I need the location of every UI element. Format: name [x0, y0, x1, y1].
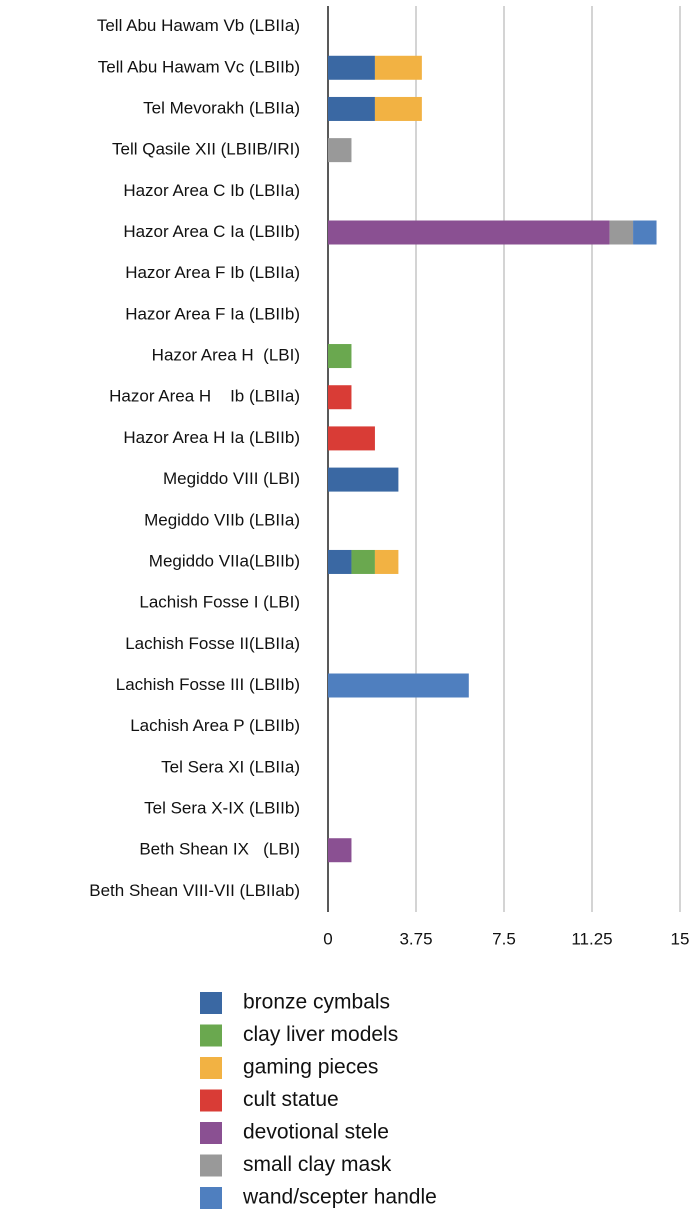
x-tick-label: 11.25 [571, 929, 612, 948]
bar-segment [328, 467, 399, 492]
bar-segment [328, 673, 469, 698]
legend-label: cult statue [243, 1088, 339, 1111]
y-tick-label: Hazor Area C Ia (LBIIb) [123, 222, 300, 241]
bar-segment [328, 426, 375, 451]
bar-segment [328, 220, 610, 245]
legend-swatch [200, 1154, 222, 1177]
bar-segment [609, 220, 634, 245]
y-tick-label: Beth Shean VIII-VII (LBIIab) [89, 881, 300, 900]
legend: bronze cymbals clay liver models gaming pi… [200, 991, 437, 1209]
bar-segment [328, 549, 352, 574]
x-tick-label: 15 [671, 929, 690, 948]
y-tick-label: Hazor Area H Ib (LBIIa) [109, 387, 300, 406]
bar-segment [351, 549, 375, 574]
y-tick-label: Megiddo VIII (LBI) [163, 469, 300, 488]
y-tick-label: Tell Abu Hawam Vb (LBIIa) [97, 16, 300, 35]
y-tick-label: Tel Mevorakh (LBIIa) [143, 98, 300, 117]
bar-segment [328, 385, 352, 410]
y-tick-label: Tell Qasile XII (LBIIB/IRI) [112, 140, 300, 159]
legend-swatch [200, 1057, 222, 1079]
bar-segment [328, 344, 352, 369]
x-tick-label: 3.75 [399, 929, 432, 948]
y-tick-label: Lachish Fosse III (LBIIb) [116, 675, 300, 694]
bar-segment [328, 838, 352, 863]
legend-label: small clay mask [243, 1153, 392, 1176]
bar-segment [374, 96, 422, 121]
y-tick-label: Hazor Area C Ib (LBIIa) [123, 181, 300, 200]
legend-label: gaming pieces [243, 1056, 378, 1079]
y-tick-label: Lachish Fosse I (LBI) [139, 593, 300, 612]
legend-label: wand/scepter handle [242, 1186, 437, 1209]
bar-segment [328, 96, 375, 121]
y-tick-label: Tel Sera XI (LBIIa) [161, 757, 300, 776]
y-tick-label: Hazor Area H (LBI) [152, 346, 300, 365]
legend-swatch [200, 1122, 222, 1144]
legend-label: clay liver models [243, 1023, 398, 1046]
bar-segment [328, 55, 375, 80]
legend-swatch [200, 1024, 222, 1047]
y-tick-label: Tell Abu Hawam Vc (LBIIb) [98, 57, 300, 76]
legend-label: devotional stele [243, 1121, 389, 1144]
legend-swatch [200, 1089, 222, 1112]
y-tick-label: Lachish Area P (LBIIb) [130, 716, 300, 735]
legend-swatch [200, 1187, 222, 1209]
y-tick-label: Beth Shean IX (LBI) [139, 840, 300, 859]
bar-segment [633, 220, 657, 245]
bar-segment [374, 55, 422, 80]
y-tick-label: Hazor Area F Ib (LBIIa) [125, 263, 300, 282]
bar-segment [328, 138, 352, 163]
x-tick-label: 7.5 [492, 929, 516, 948]
legend-swatch [200, 992, 222, 1014]
y-tick-label: Megiddo VIIa(LBIIb) [149, 551, 300, 570]
y-tick-label: Lachish Fosse II(LBIIa) [125, 634, 300, 653]
y-tick-label: Megiddo VIIb (LBIIa) [144, 510, 300, 529]
y-tick-label: Hazor Area H Ia (LBIIb) [123, 428, 300, 447]
y-tick-label: Tel Sera X-IX (LBIIb) [144, 799, 300, 818]
bar-segment [374, 549, 399, 574]
legend-label: bronze cymbals [243, 991, 390, 1014]
y-tick-label: Hazor Area F Ia (LBIIb) [125, 304, 300, 323]
x-tick-label: 0 [323, 929, 332, 948]
